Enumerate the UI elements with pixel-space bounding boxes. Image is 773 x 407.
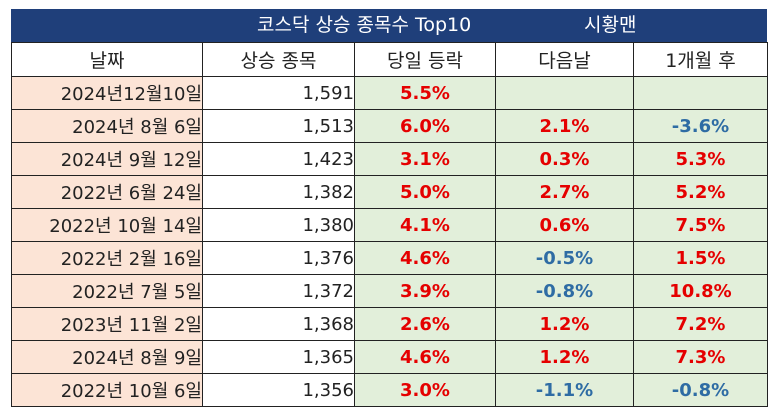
next-day-change-cell: -0.5% [495, 241, 634, 275]
next-day-change-cell: 2.7% [495, 175, 634, 209]
table-body: 2024년12월10일 1,591 5.5% 2024년 8월 6일 1,513 6.0%… [11, 76, 768, 407]
same-day-change-cell: 3.0% [354, 373, 496, 407]
date-cell: 2022년 10월 14일 [11, 208, 203, 242]
rising-count-cell: 1,365 [202, 340, 355, 374]
column-header-one-month-after: 1개월 후 [633, 42, 768, 77]
same-day-change-cell: 6.0% [354, 109, 496, 143]
date-cell: 2022년 6월 24일 [11, 175, 203, 209]
same-day-change-cell: 5.0% [354, 175, 496, 209]
rising-count-cell: 1,423 [202, 142, 355, 176]
table-row: 2022년 10월 6일 1,356 3.0% -1.1% -0.8% [11, 373, 768, 407]
table-row: 2024년12월10일 1,591 5.5% [11, 76, 768, 110]
one-month-after-cell: 5.3% [633, 142, 768, 176]
rising-count-cell: 1,382 [202, 175, 355, 209]
next-day-change-cell: -0.8% [495, 274, 634, 308]
date-cell: 2024년12월10일 [11, 76, 203, 110]
table-row: 2022년 2월 16일 1,376 4.6% -0.5% 1.5% [11, 241, 768, 275]
one-month-after-cell: -3.6% [633, 109, 768, 143]
one-month-after-cell: 5.2% [633, 175, 768, 209]
same-day-change-cell: 2.6% [354, 307, 496, 341]
column-header-next-day: 다음날 [495, 42, 634, 77]
one-month-after-cell: -0.8% [633, 373, 768, 407]
date-cell: 2022년 10월 6일 [11, 373, 203, 407]
date-cell: 2024년 9월 12일 [11, 142, 203, 176]
one-month-after-cell: 7.3% [633, 340, 768, 374]
same-day-change-cell: 4.6% [354, 241, 496, 275]
same-day-change-cell: 3.9% [354, 274, 496, 308]
rising-count-cell: 1,513 [202, 109, 355, 143]
data-table: 날짜 상승 종목 당일 등락 다음날 1개월 후 2024년12월10일 1,59… [11, 42, 768, 407]
table-row: 2024년 8월 9일 1,365 4.6% 1.2% 7.3% [11, 340, 768, 374]
date-cell: 2022년 2월 16일 [11, 241, 203, 275]
rising-count-cell: 1,372 [202, 274, 355, 308]
column-header-rising-count: 상승 종목 [202, 42, 355, 77]
date-cell: 2024년 8월 6일 [11, 109, 203, 143]
table-row: 2023년 11월 2일 1,368 2.6% 1.2% 7.2% [11, 307, 768, 341]
same-day-change-cell: 5.5% [354, 76, 496, 110]
rising-count-cell: 1,368 [202, 307, 355, 341]
one-month-after-cell: 10.8% [633, 274, 768, 308]
table-row: 2024년 8월 6일 1,513 6.0% 2.1% -3.6% [11, 109, 768, 143]
next-day-change-cell: -1.1% [495, 373, 634, 407]
rising-count-cell: 1,356 [202, 373, 355, 407]
kosdaq-top10-panel: 코스닥 상승 종목수 Top10 시황맨 날짜 상승 종목 당일 등락 다음날 … [11, 9, 768, 407]
rising-count-cell: 1,591 [202, 76, 355, 110]
one-month-after-cell: 7.2% [633, 307, 768, 341]
column-header-same-day-change: 당일 등락 [354, 42, 496, 77]
one-month-after-cell: 7.5% [633, 208, 768, 242]
next-day-change-cell: 1.2% [495, 340, 634, 374]
table-row: 2022년 10월 14일 1,380 4.1% 0.6% 7.5% [11, 208, 768, 242]
author-label: 시황맨 [584, 14, 637, 36]
table-title: 코스닥 상승 종목수 Top10 [257, 14, 472, 36]
date-cell: 2023년 11월 2일 [11, 307, 203, 341]
rising-count-cell: 1,376 [202, 241, 355, 275]
same-day-change-cell: 4.6% [354, 340, 496, 374]
same-day-change-cell: 3.1% [354, 142, 496, 176]
header-row: 날짜 상승 종목 당일 등락 다음날 1개월 후 [11, 42, 768, 77]
table-row: 2022년 6월 24일 1,382 5.0% 2.7% 5.2% [11, 175, 768, 209]
same-day-change-cell: 4.1% [354, 208, 496, 242]
date-cell: 2022년 7월 5일 [11, 274, 203, 308]
column-header-date: 날짜 [11, 42, 203, 77]
date-cell: 2024년 8월 9일 [11, 340, 203, 374]
next-day-change-cell: 0.6% [495, 208, 634, 242]
next-day-change-cell [495, 76, 634, 110]
next-day-change-cell: 1.2% [495, 307, 634, 341]
one-month-after-cell [633, 76, 768, 110]
table-row: 2024년 9월 12일 1,423 3.1% 0.3% 5.3% [11, 142, 768, 176]
one-month-after-cell: 1.5% [633, 241, 768, 275]
next-day-change-cell: 0.3% [495, 142, 634, 176]
table-row: 2022년 7월 5일 1,372 3.9% -0.8% 10.8% [11, 274, 768, 308]
title-bar: 코스닥 상승 종목수 Top10 시황맨 [11, 9, 767, 42]
next-day-change-cell: 2.1% [495, 109, 634, 143]
rising-count-cell: 1,380 [202, 208, 355, 242]
